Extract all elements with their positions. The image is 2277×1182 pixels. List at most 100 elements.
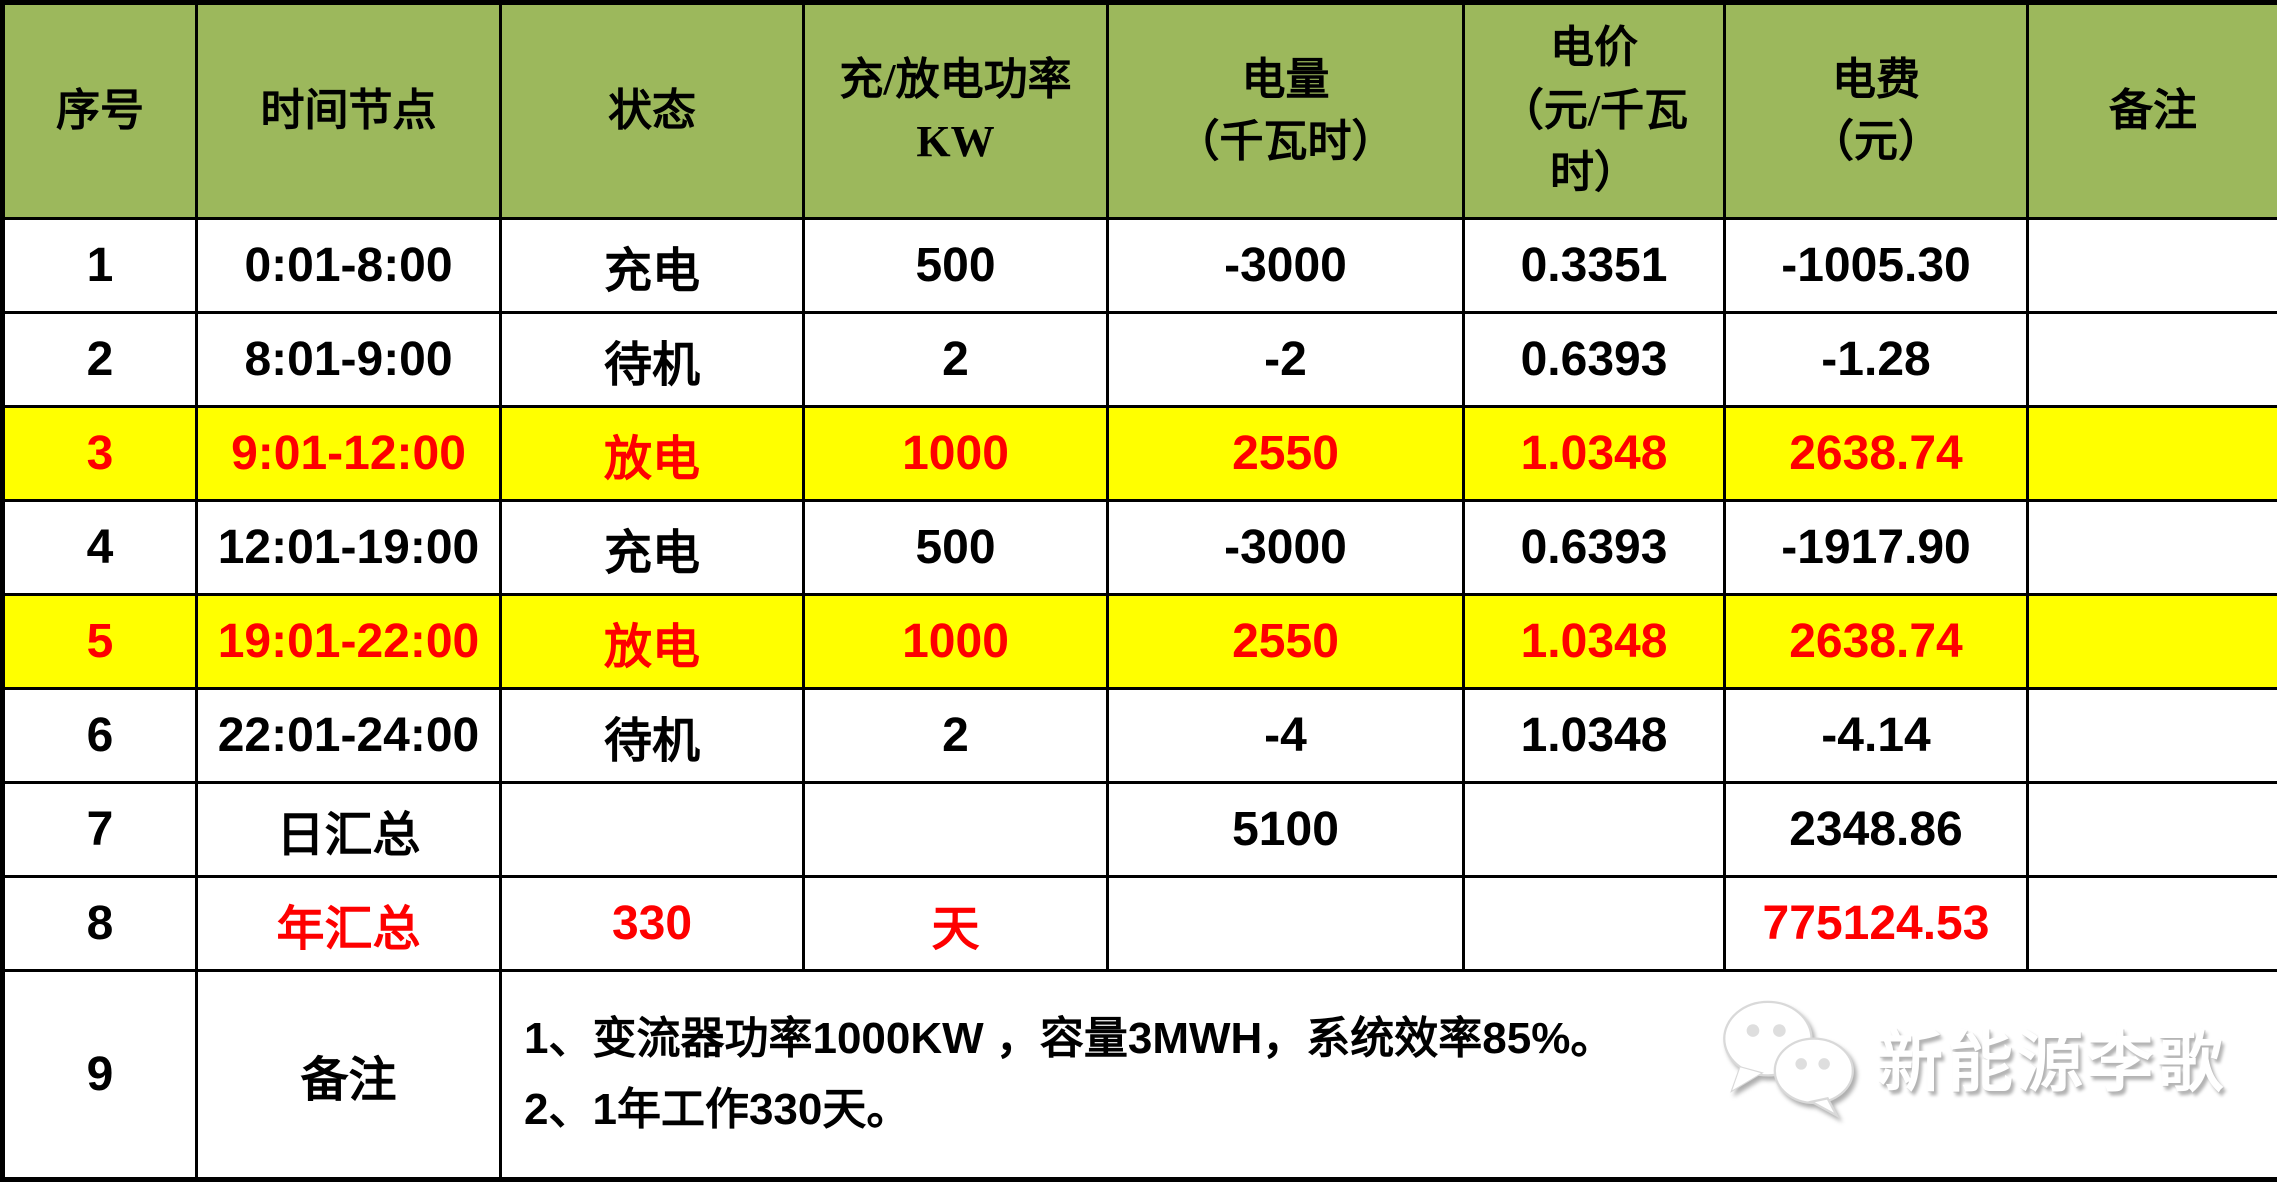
table-cell: 6 bbox=[3, 689, 197, 783]
table-cell: -4.14 bbox=[1725, 689, 2028, 783]
header-line: 电费 bbox=[1726, 49, 2026, 111]
table-cell: 3 bbox=[3, 407, 197, 501]
table-cell: -3000 bbox=[1108, 219, 1464, 313]
table-cell: 年汇总 bbox=[197, 877, 501, 971]
header-cell: 电价（元/千瓦时） bbox=[1464, 3, 1725, 219]
table-cell: 待机 bbox=[501, 689, 804, 783]
table-cell: 500 bbox=[804, 219, 1108, 313]
table-cell bbox=[2028, 877, 2277, 971]
table-cell: 1000 bbox=[804, 595, 1108, 689]
table-cell: 充电 bbox=[501, 501, 804, 595]
table-cell: -4 bbox=[1108, 689, 1464, 783]
table-cell: -3000 bbox=[1108, 501, 1464, 595]
header-cell: 备注 bbox=[2028, 3, 2277, 219]
table-cell: 2348.86 bbox=[1725, 783, 2028, 877]
table-cell: 0:01-8:00 bbox=[197, 219, 501, 313]
table-cell: 1.0348 bbox=[1464, 407, 1725, 501]
table-cell: 1.0348 bbox=[1464, 689, 1725, 783]
table-cell bbox=[2028, 219, 2277, 313]
header-line: （元/千瓦 bbox=[1465, 80, 1723, 142]
table-cell: 330 bbox=[501, 877, 804, 971]
table-cell: 5 bbox=[3, 595, 197, 689]
table-cell: 放电 bbox=[501, 595, 804, 689]
table-cell: -2 bbox=[1108, 313, 1464, 407]
table-cell: 2638.74 bbox=[1725, 407, 2028, 501]
header-line: 充/放电功率 bbox=[805, 49, 1106, 111]
table-cell: 9:01-12:00 bbox=[197, 407, 501, 501]
table-cell: 天 bbox=[804, 877, 1108, 971]
header-line: 时） bbox=[1465, 142, 1723, 204]
header-cell: 序号 bbox=[3, 3, 197, 219]
table-cell: 2550 bbox=[1108, 595, 1464, 689]
table-cell bbox=[1464, 783, 1725, 877]
table-cell: 2638.74 bbox=[1725, 595, 2028, 689]
header-line: 电量 bbox=[1109, 49, 1462, 111]
table-cell: 充电 bbox=[501, 219, 804, 313]
table-cell: 0.6393 bbox=[1464, 313, 1725, 407]
header-line: 状态 bbox=[502, 80, 802, 142]
table-cell bbox=[2028, 407, 2277, 501]
table-cell bbox=[2028, 783, 2277, 877]
table-cell: 8 bbox=[3, 877, 197, 971]
table-cell: 5100 bbox=[1108, 783, 1464, 877]
table-cell bbox=[804, 783, 1108, 877]
table-cell: -1917.90 bbox=[1725, 501, 2028, 595]
table-cell: 4 bbox=[3, 501, 197, 595]
header-line: 备注 bbox=[2029, 80, 2277, 142]
header-line: （元） bbox=[1726, 111, 2026, 173]
table-cell: 日汇总 bbox=[197, 783, 501, 877]
table-cell: 放电 bbox=[501, 407, 804, 501]
notes-label-cell: 备注 bbox=[197, 971, 501, 1180]
header-line: 时间节点 bbox=[198, 80, 499, 142]
table-cell: 12:01-19:00 bbox=[197, 501, 501, 595]
table-cell bbox=[2028, 689, 2277, 783]
remark-line: 2、1年工作330天。 bbox=[524, 1075, 2277, 1145]
header-cell: 状态 bbox=[501, 3, 804, 219]
table-cell: 19:01-22:00 bbox=[197, 595, 501, 689]
table-cell: 2550 bbox=[1108, 407, 1464, 501]
table-cell: 2 bbox=[3, 313, 197, 407]
header-line: 序号 bbox=[5, 80, 195, 142]
table-cell: 1 bbox=[3, 219, 197, 313]
table-cell bbox=[2028, 501, 2277, 595]
table-cell: -1005.30 bbox=[1725, 219, 2028, 313]
table-cell: 0.6393 bbox=[1464, 501, 1725, 595]
table-cell: 8:01-9:00 bbox=[197, 313, 501, 407]
table-cell bbox=[501, 783, 804, 877]
table-cell: 0.3351 bbox=[1464, 219, 1725, 313]
header-line: （千瓦时） bbox=[1109, 111, 1462, 173]
table-cell bbox=[2028, 595, 2277, 689]
table-cell: 7 bbox=[3, 783, 197, 877]
header-cell: 电量（千瓦时） bbox=[1108, 3, 1464, 219]
remark-line: 1、变流器功率1000KW ，容量3MWH，系统效率85%。 bbox=[524, 1004, 2277, 1074]
table-cell: 待机 bbox=[501, 313, 804, 407]
table-cell: 500 bbox=[804, 501, 1108, 595]
table-cell: 22:01-24:00 bbox=[197, 689, 501, 783]
table-cell bbox=[2028, 313, 2277, 407]
table-cell: 1000 bbox=[804, 407, 1108, 501]
table-cell: 1.0348 bbox=[1464, 595, 1725, 689]
table-cell: 2 bbox=[804, 689, 1108, 783]
header-cell: 时间节点 bbox=[197, 3, 501, 219]
table-cell: 775124.53 bbox=[1725, 877, 2028, 971]
notes-remark-cell: 1、变流器功率1000KW ，容量3MWH，系统效率85%。2、1年工作330天… bbox=[501, 971, 2277, 1180]
header-cell: 电费（元） bbox=[1725, 3, 2028, 219]
table-cell bbox=[1108, 877, 1464, 971]
header-line: 电价 bbox=[1465, 17, 1723, 79]
table-cell: -1.28 bbox=[1725, 313, 2028, 407]
header-line: KW bbox=[805, 111, 1106, 173]
table-cell bbox=[1464, 877, 1725, 971]
